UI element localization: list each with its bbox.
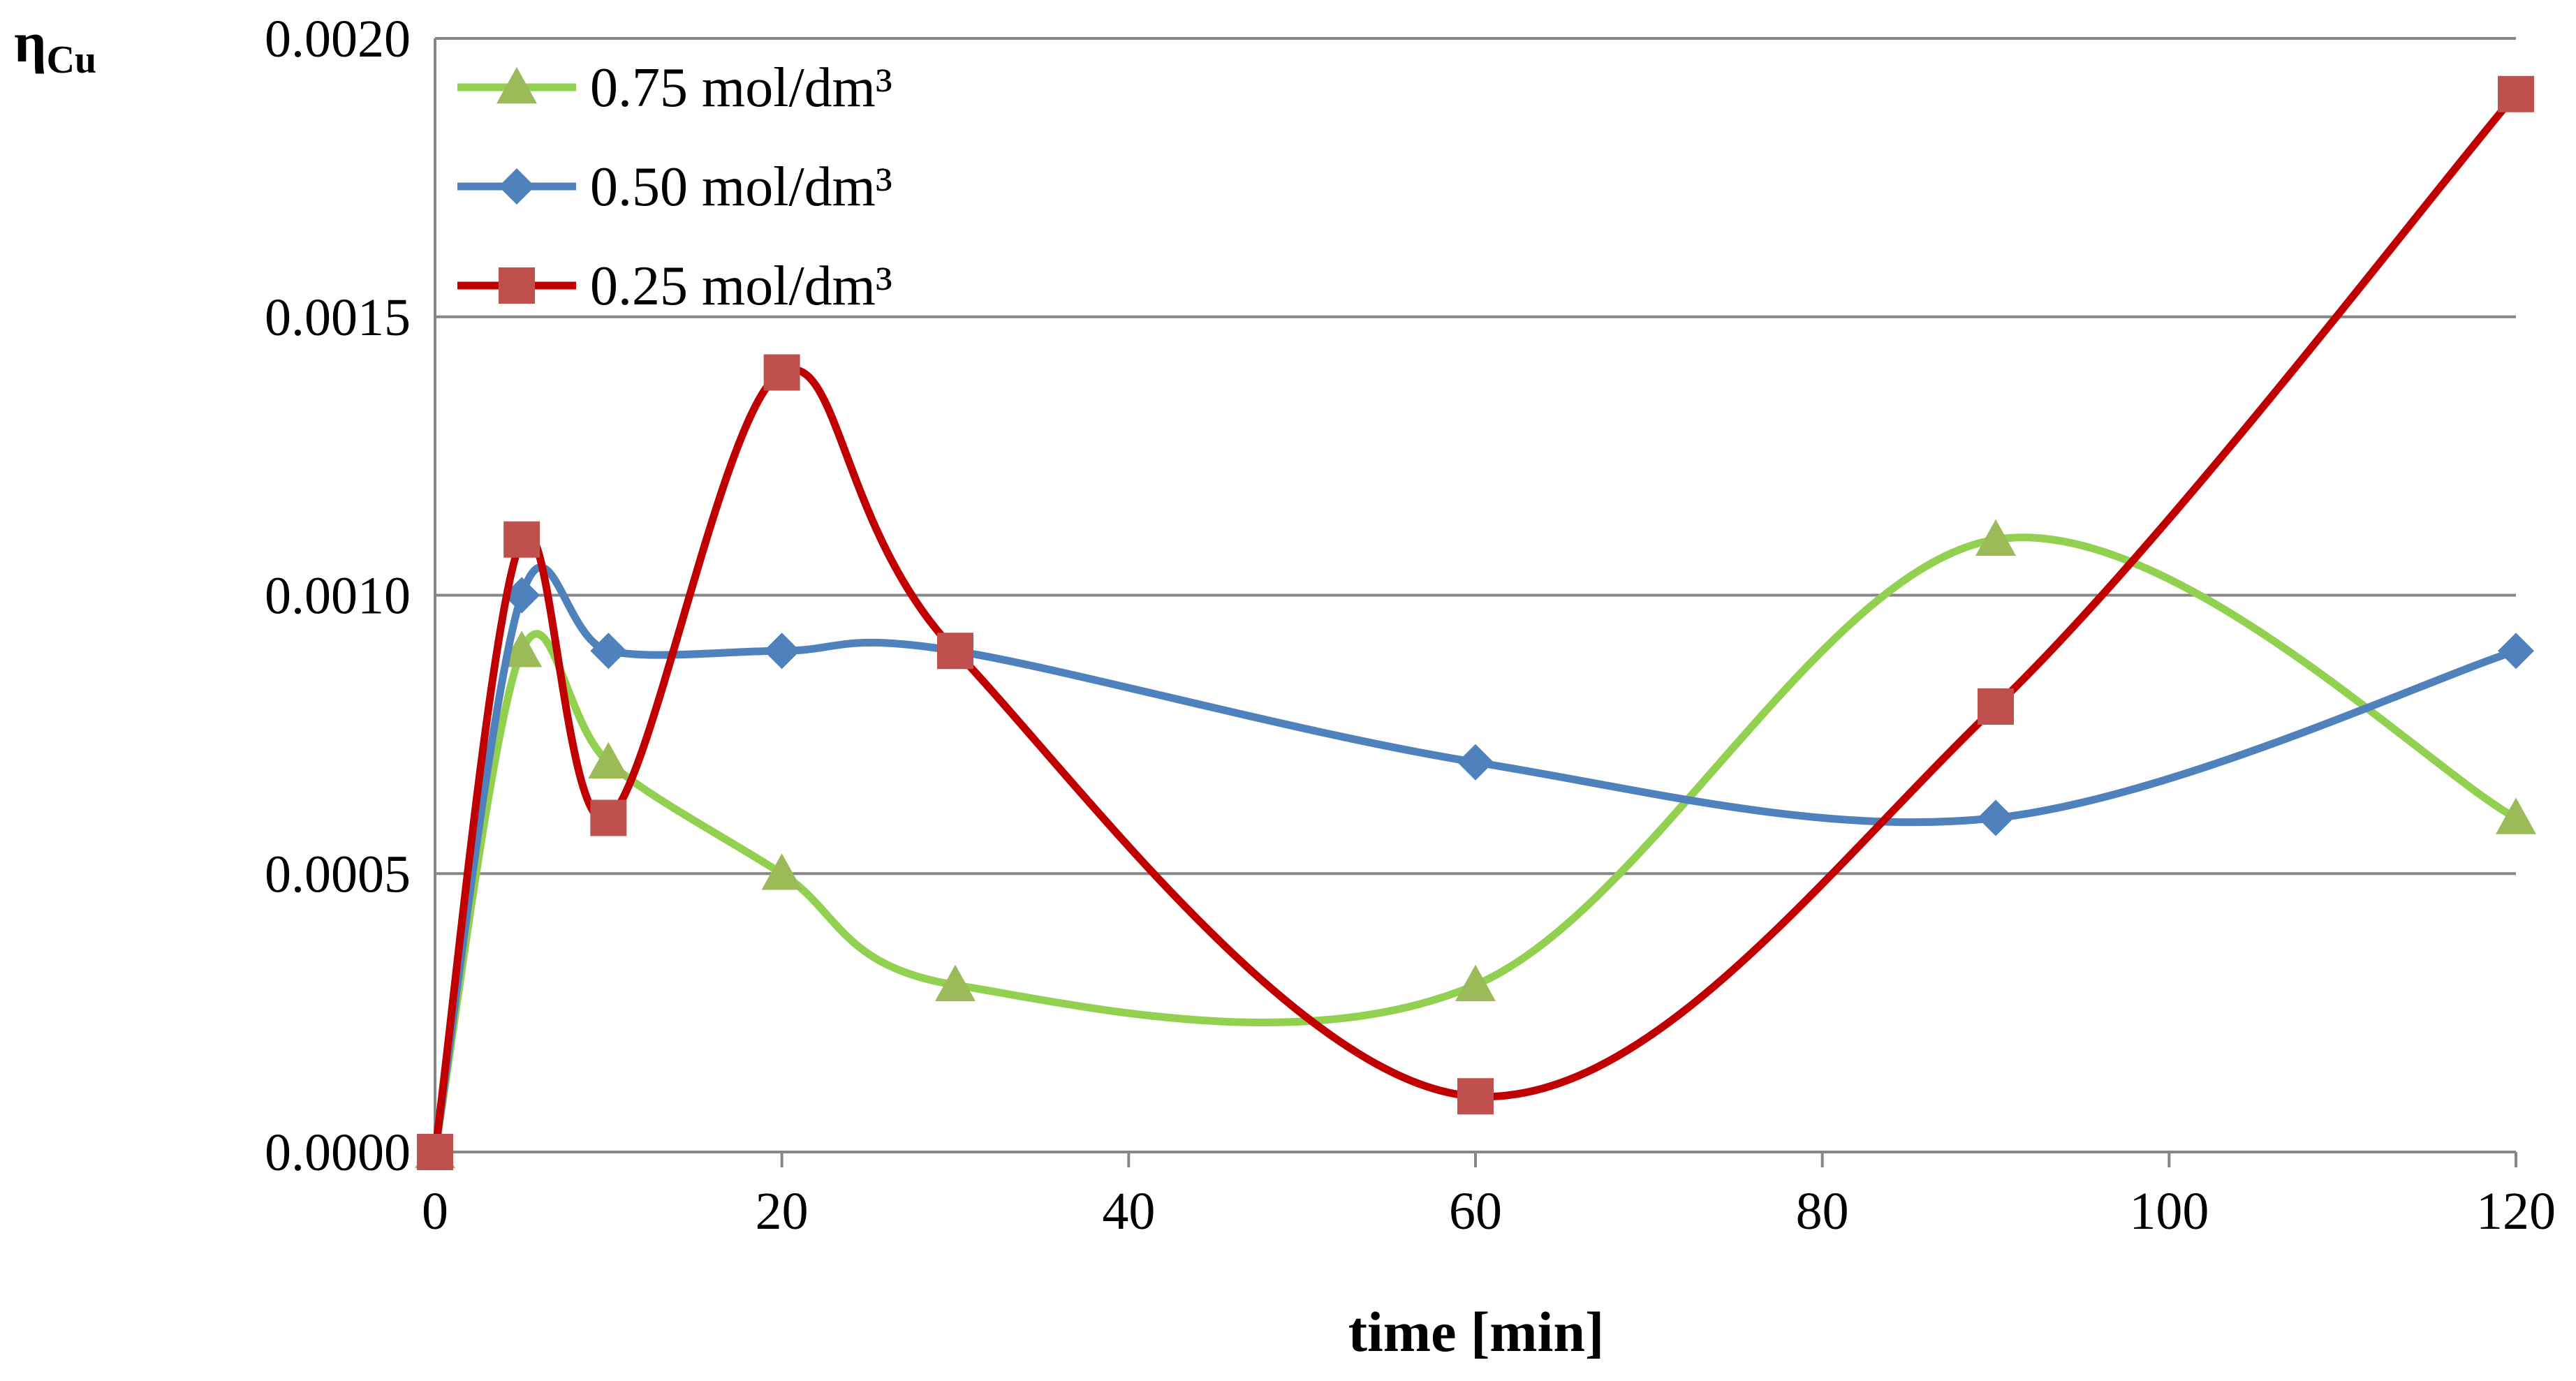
x-axis-title: time [min] [1348, 1300, 1605, 1364]
data-point [503, 577, 540, 614]
y-axis-title: ηCu [14, 10, 96, 82]
x-tick-label: 60 [1449, 1182, 1502, 1241]
data-point [2498, 633, 2534, 670]
data-point [1457, 1078, 1494, 1115]
data-point [590, 799, 627, 836]
data-point [2498, 75, 2534, 112]
data-point [501, 630, 543, 667]
data-point [417, 1134, 453, 1170]
legend-entry: 0.75 mol/dm³ [457, 57, 892, 119]
data-point [503, 521, 540, 558]
legend-entry: 0.50 mol/dm³ [457, 156, 892, 218]
y-axis-title-sub: Cu [47, 38, 97, 82]
data-point [763, 354, 800, 391]
data-point [2496, 797, 2536, 834]
series-line [431, 533, 2520, 1156]
x-tick-label: 40 [1102, 1182, 1155, 1241]
x-tick-label: 20 [756, 1182, 809, 1241]
data-point [935, 964, 976, 1001]
legend-label: 0.75 mol/dm³ [590, 57, 892, 119]
legend-entry: 0.25 mol/dm³ [457, 256, 892, 317]
legend-swatch-marker [496, 67, 537, 104]
legend-swatch-marker [499, 267, 535, 304]
axes: 0.0000 0.0005 0.0010 0.0015 0.0020 0 20 40 60 80 1… [265, 10, 2556, 1241]
data-point [590, 633, 627, 670]
data-point [1457, 744, 1494, 781]
legend-label: 0.25 mol/dm³ [590, 256, 892, 317]
x-tick-label: 120 [2476, 1182, 2556, 1241]
data-point [1975, 519, 2016, 556]
legend: 0.75 mol/dm³ 0.50 mol/dm³ 0.25 mol/dm³ [457, 57, 892, 317]
data-point [1978, 688, 2014, 725]
y-tick-label: 0.0010 [265, 567, 411, 626]
gridlines [435, 37, 2516, 876]
data-point [1455, 964, 1496, 1001]
legend-label: 0.50 mol/dm³ [590, 156, 892, 218]
y-tick-label: 0.0015 [265, 288, 411, 347]
y-tick-label: 0.0020 [265, 10, 411, 68]
data-point [588, 741, 629, 778]
axis-labels: ηCu time [min] [14, 10, 1604, 1364]
legend-swatch-marker [499, 168, 535, 205]
y-tick-label: 0.0000 [265, 1123, 411, 1182]
series-1 [415, 519, 2536, 1169]
y-axis-title-main: η [14, 10, 47, 74]
x-tick-label: 80 [1796, 1182, 1849, 1241]
x-tick-label: 0 [422, 1182, 448, 1241]
series-line [431, 563, 2520, 1156]
y-tick-label: 0.0005 [265, 845, 411, 903]
data-point [763, 633, 800, 670]
data-point [937, 633, 973, 670]
series-group [415, 75, 2536, 1170]
data-point [1978, 799, 2014, 836]
series-3 [417, 75, 2534, 1170]
data-point [761, 853, 802, 890]
x-tick-label: 100 [2129, 1182, 2209, 1241]
